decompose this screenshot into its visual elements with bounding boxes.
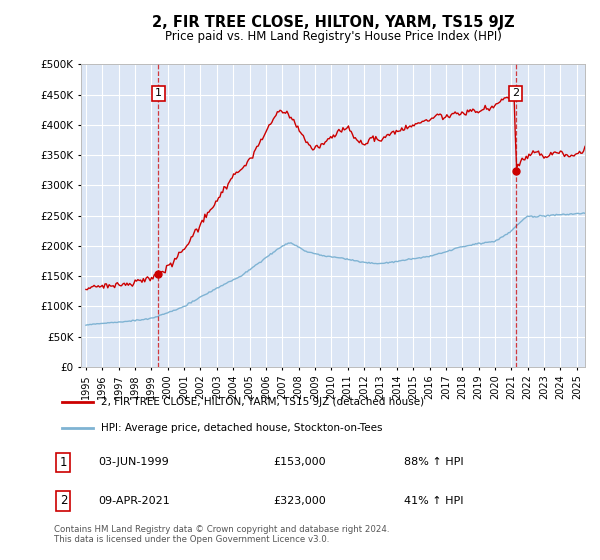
Text: 2, FIR TREE CLOSE, HILTON, YARM, TS15 9JZ: 2, FIR TREE CLOSE, HILTON, YARM, TS15 9J… [152, 15, 514, 30]
Text: 2: 2 [512, 88, 520, 99]
Text: 41% ↑ HPI: 41% ↑ HPI [404, 496, 463, 506]
Text: 1: 1 [59, 456, 67, 469]
Text: 2: 2 [59, 494, 67, 507]
Text: 03-JUN-1999: 03-JUN-1999 [98, 458, 169, 468]
Text: £153,000: £153,000 [273, 458, 326, 468]
Text: 2, FIR TREE CLOSE, HILTON, YARM, TS15 9JZ (detached house): 2, FIR TREE CLOSE, HILTON, YARM, TS15 9J… [101, 396, 424, 407]
Text: Contains HM Land Registry data © Crown copyright and database right 2024.
This d: Contains HM Land Registry data © Crown c… [54, 525, 389, 544]
Text: 1: 1 [155, 88, 162, 99]
Text: HPI: Average price, detached house, Stockton-on-Tees: HPI: Average price, detached house, Stoc… [101, 423, 382, 433]
Text: Price paid vs. HM Land Registry's House Price Index (HPI): Price paid vs. HM Land Registry's House … [164, 30, 502, 43]
Text: £323,000: £323,000 [273, 496, 326, 506]
Text: 09-APR-2021: 09-APR-2021 [98, 496, 170, 506]
Text: 88% ↑ HPI: 88% ↑ HPI [404, 458, 463, 468]
